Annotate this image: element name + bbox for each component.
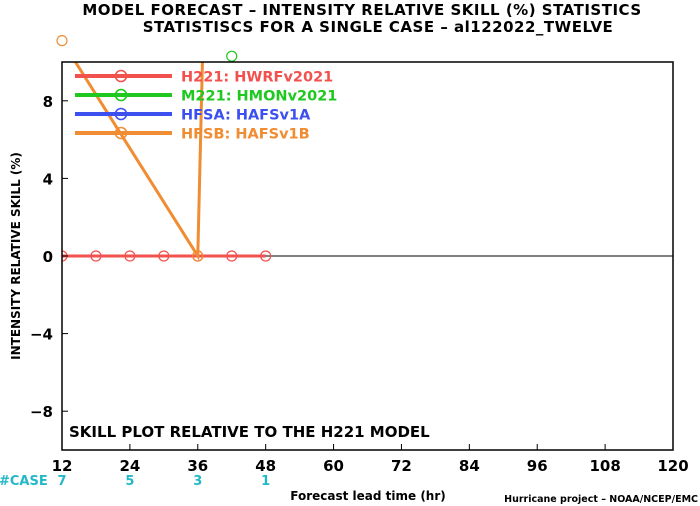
legend: H221: HWRFv2021 M221: HMONv2021 HFSA: HAFS… <box>75 70 337 143</box>
x-tick-label: 108 <box>589 457 620 475</box>
x-tick-label: 120 <box>657 457 688 475</box>
y-tick-label: −8 <box>30 403 53 421</box>
case-counts: 7 5 3 1 <box>57 474 270 489</box>
series-point <box>56 35 68 47</box>
legend-entry: HFSA: HAFSv1A <box>181 108 311 124</box>
chart-title-line2: STATISTISCS FOR A SINGLE CASE – al122022… <box>143 18 614 36</box>
y-axis-label: INTENSITY RELATIVE SKILL (%) <box>9 152 23 360</box>
y-tick-label: 4 <box>43 170 53 188</box>
x-tick-label: 48 <box>255 457 276 475</box>
case-count: 5 <box>125 474 134 489</box>
series-point <box>90 250 102 262</box>
x-tick-label: 12 <box>52 457 73 475</box>
y-axis-ticks: −8 −4 0 4 8 <box>30 93 68 421</box>
y-tick-label: 8 <box>43 93 53 111</box>
case-label: #CASE <box>0 474 48 489</box>
x-tick-label: 72 <box>391 457 412 475</box>
series-0 <box>62 250 272 262</box>
series-point <box>260 250 272 262</box>
x-tick-label: 84 <box>459 457 480 475</box>
series-point <box>192 250 204 262</box>
x-tick-label: 96 <box>527 457 548 475</box>
out-of-range-markers <box>56 35 238 62</box>
series-point <box>158 250 170 262</box>
legend-entry: M221: HMONv2021 <box>181 89 337 105</box>
x-axis-ticks: 12 24 36 48 60 72 84 96 108 120 <box>52 444 689 475</box>
series-point <box>226 50 238 62</box>
credit-text: Hurricane project – NOAA/NCEP/EMC <box>504 494 698 505</box>
legend-marker <box>114 126 128 140</box>
series-point <box>226 250 238 262</box>
case-count: 1 <box>261 474 270 489</box>
case-count: 7 <box>57 474 66 489</box>
skill-annotation: SKILL PLOT RELATIVE TO THE H221 MODEL <box>69 423 430 441</box>
y-tick-label: 0 <box>43 248 53 266</box>
chart-title-line1: MODEL FORECAST – INTENSITY RELATIVE SKIL… <box>82 1 641 19</box>
legend-marker <box>114 88 128 102</box>
legend-marker <box>114 69 128 83</box>
legend-entry: HFSB: HAFSv1B <box>181 127 310 143</box>
x-tick-label: 24 <box>119 457 140 475</box>
y-tick-label: −4 <box>30 326 53 344</box>
x-tick-label: 36 <box>187 457 208 475</box>
x-axis-label: Forecast lead time (hr) <box>290 489 446 503</box>
x-tick-label: 60 <box>323 457 344 475</box>
case-count: 3 <box>193 474 202 489</box>
series-point <box>124 250 136 262</box>
legend-entry: H221: HWRFv2021 <box>181 70 333 86</box>
legend-marker <box>114 107 128 121</box>
